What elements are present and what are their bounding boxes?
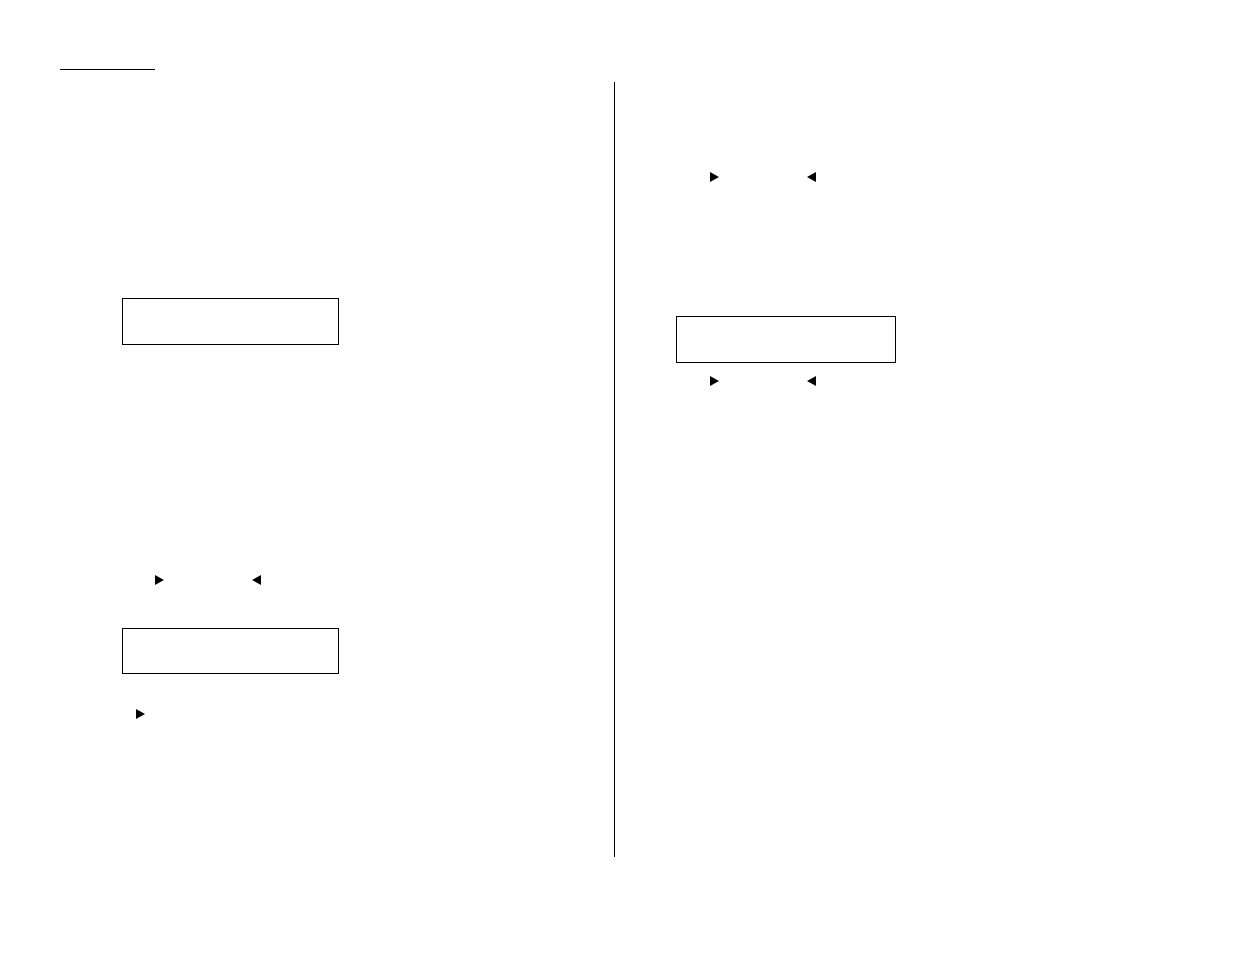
display-box-left-1 (122, 298, 339, 345)
display-box-left-2 (122, 628, 339, 674)
triangle-right-icon (710, 376, 719, 386)
triangle-right-icon (710, 172, 719, 182)
display-box-right-1 (676, 316, 896, 363)
manual-page (60, 54, 1176, 864)
column-divider (614, 82, 615, 857)
triangle-left-icon (807, 172, 816, 182)
triangle-left-icon (807, 376, 816, 386)
triangle-left-icon (252, 575, 261, 585)
triangle-right-icon (136, 709, 145, 719)
triangle-right-icon (155, 575, 164, 585)
header-rule (60, 69, 155, 70)
